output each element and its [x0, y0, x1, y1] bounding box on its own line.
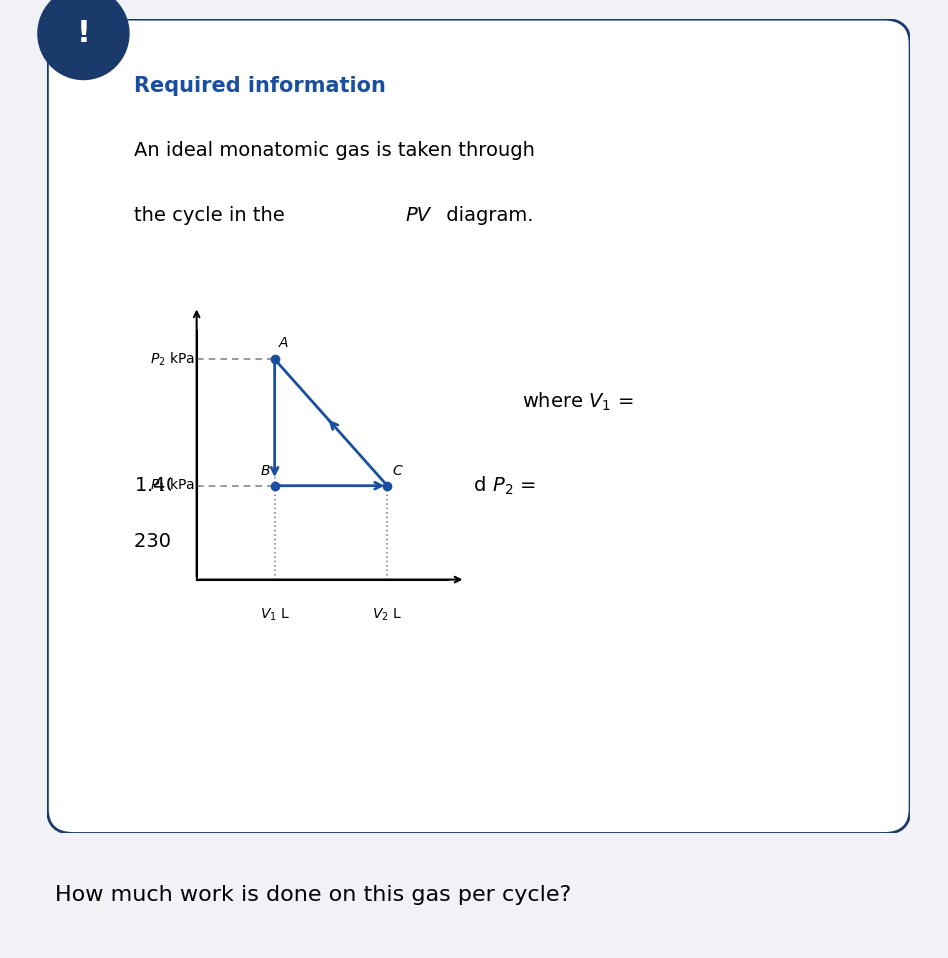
Text: !: ! — [77, 19, 90, 48]
Text: PV: PV — [406, 207, 430, 225]
Text: the cycle in the: the cycle in the — [134, 207, 291, 225]
Text: A: A — [279, 335, 288, 350]
Text: where $V_1$ =: where $V_1$ = — [521, 391, 633, 413]
Text: $P_1$ kPa: $P_1$ kPa — [150, 477, 195, 494]
Text: 1.40,  $V_2$ = 2.80,  $P_1$ = 98.0 kPa and $P_2$ =: 1.40, $V_2$ = 2.80, $P_1$ = 98.0 kPa and… — [134, 475, 536, 497]
Text: 230 kPa.: 230 kPa. — [134, 533, 217, 551]
Text: $P_2$ kPa: $P_2$ kPa — [150, 351, 195, 368]
Text: $V_1$ L: $V_1$ L — [260, 606, 290, 623]
Text: B: B — [261, 464, 270, 478]
Text: How much work is done on this gas per cycle?: How much work is done on this gas per cy… — [55, 885, 572, 904]
Text: C: C — [392, 464, 402, 478]
Text: diagram.: diagram. — [440, 207, 534, 225]
Circle shape — [38, 0, 129, 80]
Text: An ideal monatomic gas is taken through: An ideal monatomic gas is taken through — [134, 142, 535, 160]
FancyBboxPatch shape — [47, 19, 910, 833]
Text: Required information: Required information — [134, 77, 386, 96]
Text: $V_2$ L: $V_2$ L — [373, 606, 402, 623]
